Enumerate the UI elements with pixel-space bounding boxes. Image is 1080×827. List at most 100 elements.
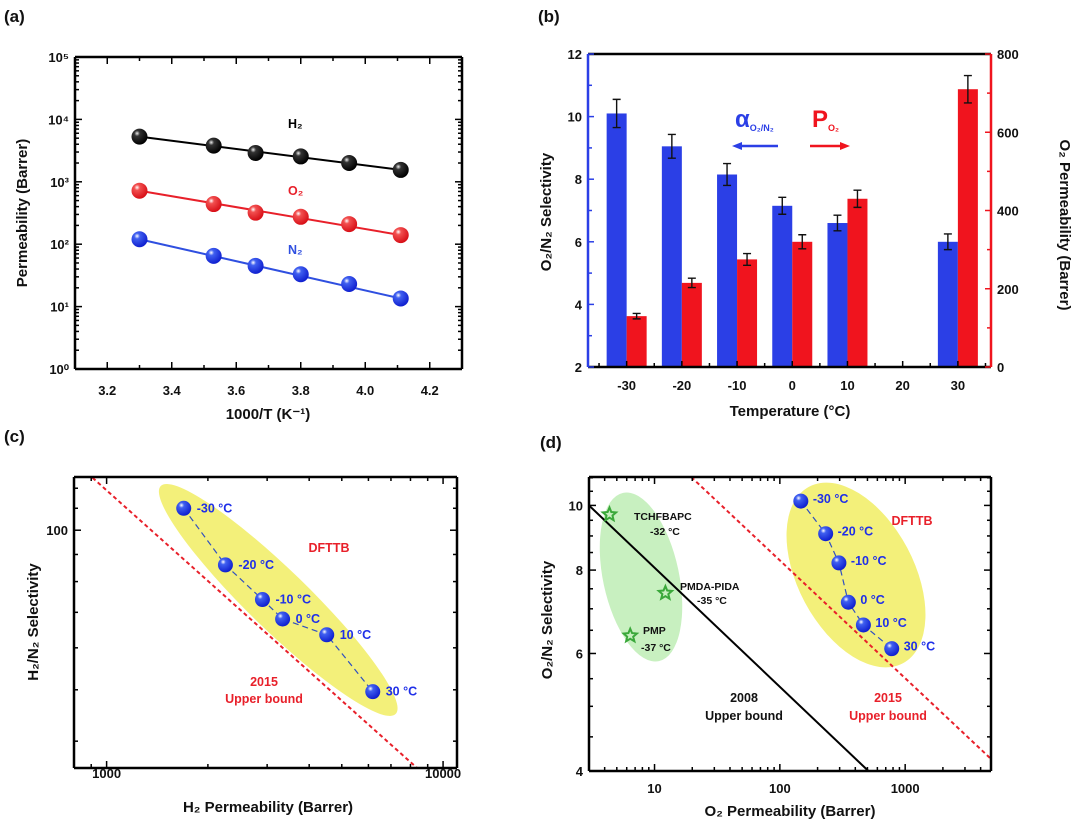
panel-b-x-tick-label: 30: [951, 378, 965, 393]
panel-a-y-tick-label: 10²: [50, 237, 69, 252]
panel-d-reference-temp: -35 °C: [697, 595, 727, 607]
panel-b-bar: [737, 259, 758, 367]
panel-c-y-tick-label: 100: [46, 523, 68, 538]
panel-c-data-point: [254, 592, 270, 608]
panel-c-data-point: [365, 684, 381, 700]
panel-b-bar: [717, 174, 738, 367]
panel-a-data-point: [341, 216, 358, 233]
panel-d-point-label: -20 °C: [838, 525, 874, 539]
panel-b-left-y-tick-label: 2: [575, 360, 582, 375]
panel-b-legend-subscript: O₂/N₂: [750, 123, 774, 133]
panel-b-error-bar: [963, 74, 972, 104]
panel-b-legend-arrowhead: [732, 142, 742, 150]
panel-b-bar: [957, 89, 978, 368]
panel-b-bar: [661, 146, 682, 367]
panel-b-error-bar: [943, 233, 952, 251]
panel-a-x-tick-label: 4.0: [356, 383, 374, 398]
panel-d-point-label: 0 °C: [860, 593, 884, 607]
panel-d-y-tick-label: 6: [576, 646, 583, 661]
panel-a-series-label: H₂: [288, 117, 303, 131]
panel-a-data-point: [131, 231, 148, 248]
panel-b-x-axis-title: Temperature (°C): [730, 403, 851, 420]
panel-c-data-point: [319, 627, 335, 643]
panel-a-data-point: [247, 257, 264, 274]
panel-b-bar: [937, 241, 958, 367]
panel-c-upper-bound-2015-line: [91, 476, 418, 769]
panel-b-right-y-tick-label: 0: [997, 360, 1004, 375]
panel-a-x-tick-label: 3.4: [163, 383, 182, 398]
panel-d-material-label: DFTTB: [892, 514, 933, 528]
panel-d-y-axis-title: O₂/N₂ Selectivity: [539, 560, 556, 679]
panel-a-data-point: [292, 148, 309, 165]
panel-d-reference-temp: -32 °C: [650, 526, 680, 538]
panel-c-x-axis-title: H₂ Permeability (Barrer): [183, 799, 353, 816]
panel-a-data-point: [205, 196, 222, 213]
panel-c-x-tick-label: 10000: [425, 766, 461, 781]
panel-c-bound-label: Upper bound: [225, 692, 303, 706]
panel-b-bar: [772, 205, 793, 367]
panel-a-fit-line: [139, 189, 401, 237]
panel-c-bound-label: 2015: [250, 675, 278, 689]
panel-a-y-tick-label: 10¹: [50, 300, 69, 315]
panel-b-right-y-tick-label: 600: [997, 125, 1019, 140]
panel-b-bar: [827, 223, 848, 367]
panel-b-left-y-tick-label: 8: [575, 172, 582, 187]
panel-c-point-label: -20 °C: [238, 558, 274, 572]
panel-a-data-point: [292, 208, 309, 225]
panel-b-left-y-tick-label: 4: [575, 297, 583, 312]
panel-a-data-point: [392, 161, 409, 178]
panel-d-bound-2008-label: 2008: [730, 691, 758, 705]
panel-b-legend-label: PO₂: [812, 106, 839, 133]
panel-d-y-tick-label: 8: [576, 563, 583, 578]
panel-b-left-y-tick-label: 12: [568, 47, 582, 62]
panel-d-point-label: 10 °C: [875, 616, 906, 630]
panel-c-point-label: -10 °C: [275, 593, 311, 607]
panel-b-error-bar: [853, 189, 862, 209]
panel-d-bound-2015-label: Upper bound: [849, 709, 927, 723]
panel-a-data-point: [292, 266, 309, 283]
panel-b-error-bar: [687, 277, 696, 289]
panel-b-error-bar: [833, 214, 842, 232]
panel-a-data-point: [131, 182, 148, 199]
panel-d-bound-2008-label: Upper bound: [705, 709, 783, 723]
panel-b-error-bar: [743, 252, 752, 266]
panel-d-reference-star: [621, 626, 640, 644]
panel-d-reference-star: [656, 583, 675, 601]
panel-d-reference-temp: -37 °C: [641, 642, 671, 654]
panel-c-x-tick-label: 1000: [92, 766, 121, 781]
panel-b-error-bar: [612, 98, 621, 129]
panel-c-point-label: 10 °C: [340, 628, 371, 642]
panel-a-series-label: O₂: [288, 184, 303, 198]
panel-d-reference-name: PMDA-PIDA: [680, 581, 740, 593]
panel-b-x-tick-label: -10: [728, 378, 747, 393]
panel-b-bar: [792, 241, 813, 367]
panel-a-data-point: [341, 276, 358, 293]
panel-b-left-y-tick-label: 10: [568, 110, 582, 125]
panel-d-point-label: -10 °C: [851, 554, 887, 568]
panel-d-reference-name: TCHFBAPC: [634, 511, 692, 523]
panel-b-x-tick-label: -20: [672, 378, 691, 393]
panel-c-y-axis-title: H₂/N₂ Selectivity: [25, 563, 42, 681]
panel-label-a: (a): [4, 7, 25, 26]
panel-b-error-bar: [667, 133, 676, 159]
panel-b-error-bar: [723, 162, 732, 187]
panel-a-data-point: [247, 204, 264, 221]
panel-a-y-tick-label: 10³: [50, 175, 69, 190]
panel-b-legend-subscript: O₂: [828, 123, 839, 133]
panel-label-c: (c): [4, 427, 25, 446]
panel-b-error-bar: [798, 234, 807, 250]
panel-a-x-tick-label: 4.2: [421, 383, 439, 398]
panel-a-fit-line: [139, 135, 401, 171]
panel-b-x-tick-label: 0: [789, 378, 796, 393]
panel-d-x-tick-label: 1000: [891, 781, 920, 796]
panel-d-bound-2015-label: 2015: [874, 691, 902, 705]
panel-c-data-point: [176, 500, 192, 516]
panel-d-y-tick-label: 10: [569, 498, 583, 513]
panel-d-point-label: -30 °C: [813, 492, 849, 506]
panel-b-x-tick-label: 10: [840, 378, 854, 393]
panel-a-data-point: [392, 290, 409, 307]
panel-d-data-point: [855, 617, 871, 633]
panel-label-b: (b): [538, 7, 560, 26]
panel-d-highlight-ellipse: [786, 482, 926, 668]
